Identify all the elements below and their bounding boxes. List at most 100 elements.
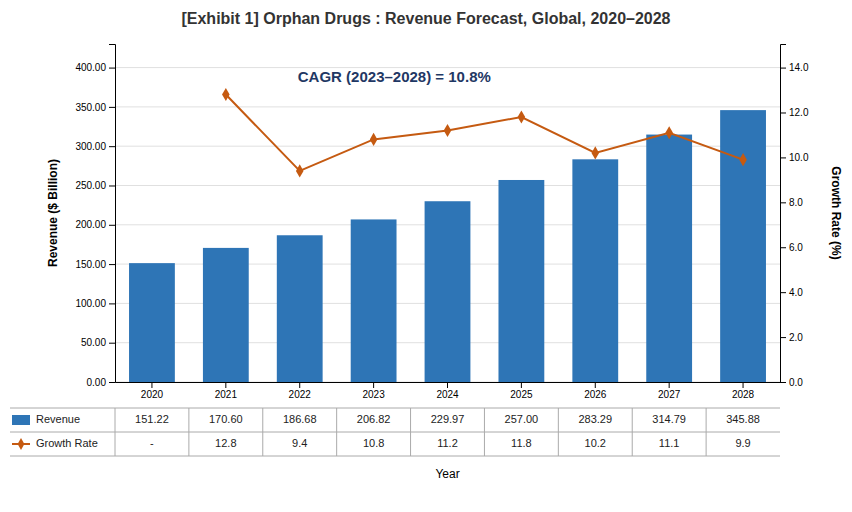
y-tick: 400.00 [75, 62, 115, 73]
x-tick-label: 2023 [362, 389, 385, 400]
x-tick-mark [743, 382, 744, 388]
x-tick: 2025 [510, 382, 533, 400]
y-tick-label: 300.00 [75, 141, 106, 152]
legend-swatch [12, 415, 30, 425]
x-tick-label: 2024 [436, 389, 459, 400]
y2-axis: 0.0 2.0 4.0 6.0 8.0 10.0 12.0 14.0 [780, 45, 809, 388]
x-tick: 2024 [436, 382, 459, 400]
table-divider [632, 408, 633, 456]
y-tick-label: 200.00 [75, 219, 106, 230]
table-value: 345.88 [726, 413, 760, 425]
table-value: 9.9 [735, 437, 750, 449]
y2-tick-mark [780, 337, 786, 338]
y-tick-mark [109, 303, 115, 304]
x-tick-mark [521, 382, 522, 388]
y-axis-line [109, 45, 116, 383]
chart: [Exhibit 1] Orphan Drugs : Revenue Forec… [0, 0, 852, 512]
y-tick-mark [109, 68, 115, 69]
bar [572, 159, 618, 382]
x-tick-label: 2027 [658, 389, 681, 400]
x-tick: 2022 [289, 382, 312, 400]
x-tick-label: 2022 [289, 389, 312, 400]
marker [739, 153, 747, 166]
y-tick-mark [109, 107, 115, 108]
y-tick: 0.00 [87, 377, 115, 388]
table-divider [706, 408, 707, 456]
x-axis-title: Year [435, 467, 459, 481]
legend-item: Growth Rate [12, 437, 98, 450]
bar [351, 219, 397, 382]
table-divider [410, 408, 411, 456]
y2-tick: 10.0 [780, 152, 809, 163]
y-tick: 150.00 [75, 259, 115, 270]
y2-tick: 0.0 [780, 377, 803, 388]
y-tick-mark [109, 185, 115, 186]
bar [277, 235, 323, 382]
marks [129, 88, 766, 382]
y2-tick-mark [780, 247, 786, 248]
x-tick-label: 2028 [732, 389, 755, 400]
y2-tick-label: 14.0 [789, 62, 809, 73]
table-value: 9.4 [292, 437, 307, 449]
marker [296, 164, 304, 177]
marker [665, 126, 673, 139]
table-value: 283.29 [578, 413, 612, 425]
bar-series [129, 110, 766, 382]
y2-axis-title: Growth Rate (%) [829, 166, 843, 259]
y-tick-label: 350.00 [75, 102, 106, 113]
x-tick-mark [299, 382, 300, 388]
y-tick-label: 0.00 [87, 377, 107, 388]
y-tick-label: 150.00 [75, 259, 106, 270]
grid [115, 68, 780, 382]
x-tick: 2020 [141, 382, 164, 400]
x-tick-label: 2026 [584, 389, 607, 400]
y2-tick-mark [780, 202, 786, 203]
table-divider [484, 408, 485, 456]
title: [Exhibit 1] Orphan Drugs : Revenue Forec… [181, 10, 670, 27]
table-value: 257.00 [505, 413, 539, 425]
table-value: 229.97 [431, 413, 465, 425]
bar [646, 135, 692, 382]
x-tick: 2027 [658, 382, 681, 400]
table-divider [188, 408, 189, 456]
y-tick: 50.00 [81, 337, 115, 348]
legend-label: Growth Rate [36, 437, 98, 449]
y-tick-mark [109, 382, 115, 383]
table-value: 10.2 [585, 437, 606, 449]
x-tick-label: 2020 [141, 389, 164, 400]
y2-tick-mark [780, 292, 786, 293]
table-divider [115, 408, 116, 456]
y-axis-title: Revenue ($ Billion) [46, 159, 60, 267]
y2-tick-mark [780, 68, 786, 69]
x-tick-mark [225, 382, 226, 388]
y2-tick: 12.0 [780, 107, 809, 118]
y2-tick-label: 6.0 [789, 242, 803, 253]
legend-table: Revenue151.22170.60186.68206.82229.97257… [10, 408, 780, 456]
y2-tick: 2.0 [780, 332, 803, 343]
y2-tick-label: 4.0 [789, 287, 803, 298]
x-tick: 2026 [584, 382, 607, 400]
x-tick-label: 2025 [510, 389, 533, 400]
table-value: 151.22 [135, 413, 169, 425]
x-tick: 2021 [215, 382, 238, 400]
table-value: 10.8 [363, 437, 384, 449]
x-tick-label: 2021 [215, 389, 238, 400]
y-tick: 200.00 [75, 219, 115, 230]
y-tick: 250.00 [75, 180, 115, 191]
y-tick-mark [109, 343, 115, 344]
plot: 0.00 50.00 100.00 150.00 200.00 250.00 300.00 3… [10, 45, 843, 482]
table-value: 11.8 [511, 437, 532, 449]
table-value: 12.8 [215, 437, 236, 449]
y2-tick-mark [780, 382, 786, 383]
y2-tick: 8.0 [780, 197, 803, 208]
table-value: 206.82 [357, 413, 391, 425]
bar [203, 248, 249, 382]
table-value: - [150, 437, 154, 449]
table-value: 11.1 [659, 437, 680, 449]
table-rule [10, 408, 780, 409]
bar [498, 180, 544, 382]
y2-tick-label: 2.0 [789, 332, 803, 343]
table-value: 11.2 [437, 437, 458, 449]
table-value: 186.68 [283, 413, 317, 425]
y-tick-label: 100.00 [75, 298, 106, 309]
